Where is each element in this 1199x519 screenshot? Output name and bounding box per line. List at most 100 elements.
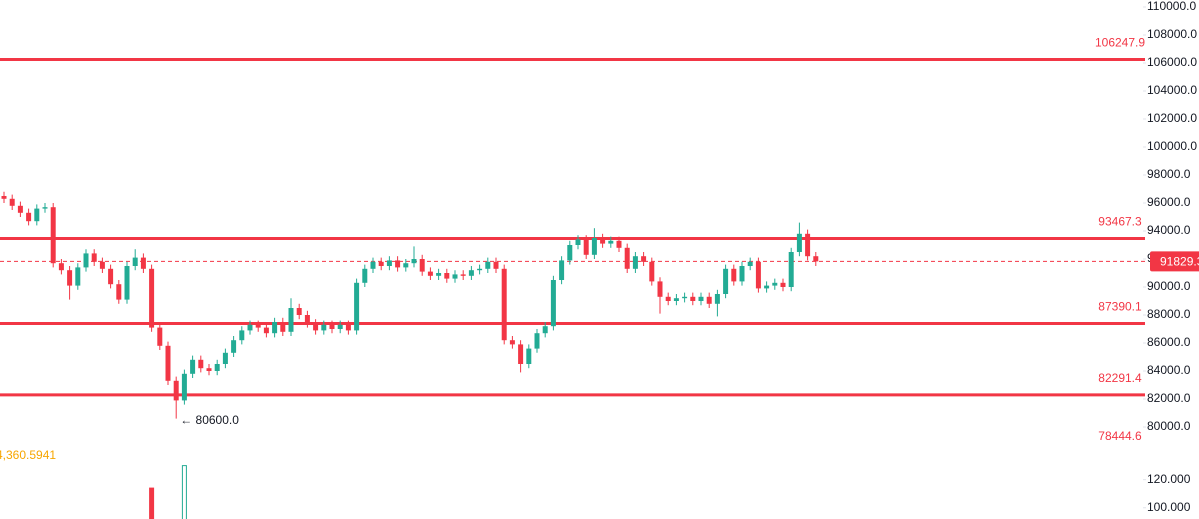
level-label: 82291.4 [1098,371,1142,385]
candle-body [190,359,196,374]
candle-body [600,238,606,244]
level-label: 106247.9 [1095,36,1145,50]
candle-body [157,327,163,346]
candle-body [550,280,556,327]
candle-body [649,261,655,282]
candle-body [83,253,89,268]
candle-body [616,240,622,248]
candle-body [755,261,761,289]
candle-body [403,263,409,268]
candle-body [296,308,302,315]
candle-body [198,359,204,369]
candle-body [559,260,565,280]
candle-body [714,294,720,304]
candle-body [485,261,491,269]
candle-body [542,326,548,334]
candle-body [329,324,335,329]
levels [0,6,1146,509]
candle-body [181,373,187,401]
candle-body [247,324,253,331]
candles [1,191,819,519]
y-tick-label: 108000.0 [1147,27,1197,41]
candle-body [567,245,573,261]
candle-body [780,282,786,287]
candle-body [395,260,401,268]
y-tick-label: 106000.0 [1147,55,1197,69]
candle-body [477,268,483,271]
last-price-badge [1150,251,1199,272]
volume-tick-label: 120.000 [1147,472,1191,486]
y-tick-label: 102000.0 [1147,111,1197,125]
candle-body [436,273,442,276]
volume-bar [181,465,187,519]
last-price-label: 91829.3 [1160,255,1199,269]
candle-body [321,324,327,331]
candle-body [272,322,278,334]
y-tick-label: 84000.0 [1147,363,1191,377]
candle-body [632,256,638,269]
y-tick-label: 88000.0 [1147,307,1191,321]
candle-body [682,296,688,299]
candle-body [813,256,819,262]
candle-body [91,253,97,262]
candle-body [386,260,392,266]
y-tick-label: 98000.0 [1147,167,1191,181]
candle-body [34,208,40,222]
candle-body [723,268,729,294]
volume-tick-label: 100.000 [1147,500,1191,514]
level-label: 87390.1 [1098,300,1142,314]
candle-body [239,330,245,341]
y-tick-label: 82000.0 [1147,391,1191,405]
candle-body [108,268,114,285]
y-tick-label: 100000.0 [1147,139,1197,153]
candle-body [534,333,540,349]
y-tick-label: 86000.0 [1147,335,1191,349]
candle-body [263,327,269,334]
candle-body [731,268,737,282]
candle-body [362,268,368,283]
candle-body [140,257,146,269]
candle-body [1,196,7,199]
candle-body [657,281,663,297]
y-tick-label: 110000.0 [1147,0,1196,13]
candle-body [99,261,105,269]
candle-body [608,240,614,244]
candle-body [354,282,360,331]
volume-bar [149,487,155,519]
candle-body [805,233,811,257]
candle-body [124,266,130,300]
candle-body [173,380,179,401]
candle-body [280,322,286,332]
candle-body [288,308,294,332]
candle-body [468,270,474,276]
candle-body [501,268,507,341]
candle-body [583,239,589,255]
candle-body [75,267,81,286]
candle-body [460,274,466,276]
candle-body [149,268,155,328]
candle-body [493,261,499,269]
y-tick-label: 94000.0 [1147,223,1191,237]
candle-body [313,323,319,331]
y-tick-label: 90000.0 [1147,279,1191,293]
candle-body [788,252,794,287]
candle-body [518,344,524,364]
candle-body [214,364,220,371]
candle-body [9,198,15,206]
candle-body [747,261,753,266]
candle-body [26,212,32,222]
candle-body [231,340,237,353]
candle-body [17,205,23,213]
candle-body [690,296,696,301]
candle-body [427,271,433,276]
volume-label: 4,360.5941 [0,448,56,462]
candle-body [665,296,671,301]
candle-body [764,285,770,289]
candle-body [378,261,384,266]
candle-body [345,324,351,331]
low-label: ← 80600.0 [180,413,239,427]
candle-body [698,296,704,301]
level-label: 93467.3 [1098,215,1142,229]
candle-body [411,259,417,264]
